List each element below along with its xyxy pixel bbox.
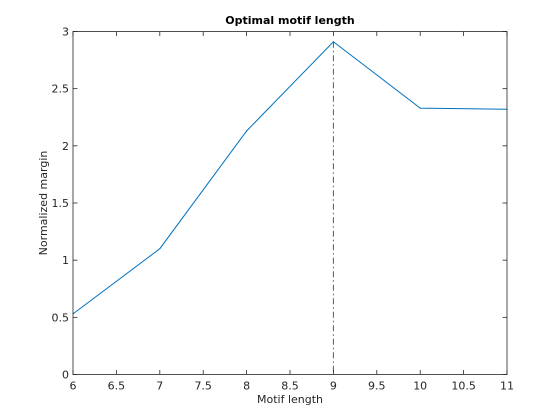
data-point <box>159 248 161 250</box>
x-tick-label: 6.5 <box>108 380 126 393</box>
y-tick-label: 2 <box>62 140 69 153</box>
x-tick-label: 8.5 <box>281 380 299 393</box>
series-line-0 <box>72 41 508 315</box>
x-tick-label: 7 <box>156 380 163 393</box>
x-tick-label: 8 <box>243 380 250 393</box>
y-tick-label: 2.5 <box>52 83 70 96</box>
y-tick-label: 3 <box>62 26 69 39</box>
x-tick-label: 6 <box>70 380 77 393</box>
data-point <box>419 107 421 109</box>
y-tick-label: 1.5 <box>52 197 70 210</box>
y-tick-label: 0.5 <box>52 311 70 324</box>
y-tick-label: 0 <box>62 369 69 382</box>
y-axis-label: Normalized margin <box>37 151 50 256</box>
x-tick-label: 10 <box>413 380 427 393</box>
x-tick-label: 11 <box>500 380 514 393</box>
x-tick-label: 10.5 <box>451 380 476 393</box>
chart-title: Optimal motif length <box>225 14 354 27</box>
axes: 6 6.5 7 7.5 8 8.5 9 9.5 10 10.5 11 0 0.5 1 1.5 2 2.5 3 <box>52 26 515 393</box>
x-axis-label: Motif length <box>257 393 323 406</box>
x-tick-label: 9 <box>330 380 337 393</box>
x-tick-label: 9.5 <box>368 380 386 393</box>
data-point <box>246 130 248 132</box>
plot-area <box>73 31 507 375</box>
x-tick-label: 7.5 <box>194 380 212 393</box>
y-tick-label: 1 <box>62 254 69 267</box>
